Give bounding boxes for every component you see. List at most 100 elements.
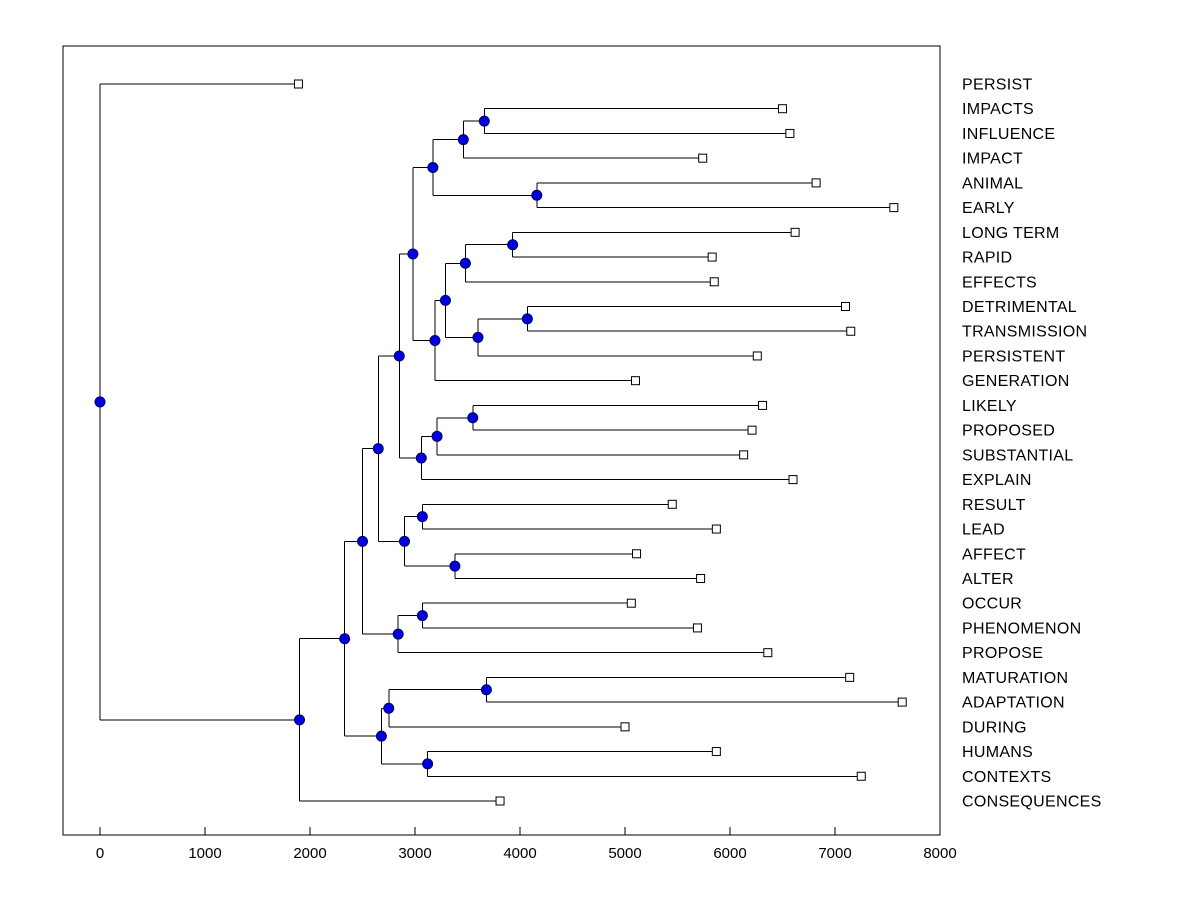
- leaf-label: PROPOSE: [962, 645, 1043, 662]
- leaf-marker: [747, 425, 757, 435]
- x-axis-tick-label: 3000: [398, 845, 431, 862]
- x-axis-tick-label: 4000: [503, 845, 536, 862]
- leaf-marker: [707, 252, 717, 262]
- internal-node-marker: [357, 535, 368, 547]
- internal-node-marker: [472, 331, 484, 343]
- leaf-label: INFLUENCE: [962, 126, 1055, 143]
- leaf-marker: [711, 524, 721, 534]
- internal-node-marker: [422, 758, 434, 770]
- internal-node-marker: [449, 560, 461, 572]
- leaf-marker: [709, 277, 719, 287]
- internal-node-marker: [507, 239, 519, 251]
- leaf-label: LONG TERM: [962, 225, 1060, 242]
- internal-node-marker: [383, 702, 395, 714]
- leaf-marker: [758, 400, 768, 410]
- leaf-marker: [293, 79, 303, 89]
- leaf-marker: [739, 450, 749, 460]
- leaf-marker: [811, 178, 821, 188]
- leaf-label: CONTEXTS: [962, 769, 1052, 786]
- x-axis-tick-label: 0: [96, 845, 104, 862]
- leaf-label: RESULT: [962, 497, 1026, 514]
- leaf-marker: [889, 203, 899, 213]
- internal-node-marker: [429, 335, 441, 347]
- leaf-marker: [785, 128, 795, 138]
- leaf-marker: [778, 104, 787, 114]
- leaf-marker: [632, 549, 642, 559]
- internal-node-marker: [416, 511, 428, 523]
- leaf-label: ANIMAL: [962, 175, 1023, 192]
- leaf-label: EFFECTS: [962, 274, 1037, 291]
- leaf-label: PERSISTENT: [962, 348, 1065, 365]
- leaf-label: PROPOSED: [962, 423, 1055, 440]
- internal-node-marker: [478, 115, 490, 127]
- internal-node-marker: [399, 535, 410, 547]
- leaf-marker: [631, 376, 640, 386]
- leaf-marker: [841, 302, 850, 312]
- leaf-marker: [692, 623, 702, 633]
- x-axis-tick-label: 1000: [188, 845, 221, 862]
- internal-node-marker: [427, 161, 439, 173]
- leaf-marker: [698, 153, 708, 163]
- leaf-marker: [495, 796, 505, 806]
- leaf-marker: [897, 697, 907, 707]
- x-axis-tick-label: 7000: [818, 845, 851, 862]
- leaf-marker: [626, 598, 636, 608]
- internal-node-marker: [375, 730, 387, 742]
- leaf-label: DETRIMENTAL: [962, 299, 1077, 316]
- leaf-marker: [845, 672, 855, 682]
- x-axis-tick-label: 8000: [923, 845, 956, 862]
- leaf-label: HUMANS: [962, 744, 1033, 761]
- internal-node-marker: [467, 412, 479, 424]
- leaf-label: EXPLAIN: [962, 472, 1032, 489]
- internal-node-marker: [521, 313, 533, 325]
- internal-node-marker: [439, 294, 451, 306]
- leaf-label: LIKELY: [962, 398, 1017, 415]
- internal-node-marker: [339, 633, 351, 645]
- internal-node-marker: [294, 714, 305, 726]
- internal-node-marker: [94, 396, 106, 408]
- leaf-label: IMPACT: [962, 151, 1023, 168]
- leaf-marker: [696, 573, 706, 583]
- leaf-label: SUBSTANTIAL: [962, 447, 1073, 464]
- internal-node-marker: [431, 430, 443, 442]
- leaf-label: EARLY: [962, 200, 1015, 217]
- internal-node-marker: [407, 248, 419, 260]
- x-axis-tick-label: 2000: [293, 845, 326, 862]
- x-axis-tick-label: 5000: [608, 845, 641, 862]
- leaf-label: DURING: [962, 719, 1027, 736]
- leaf-label: LEAD: [962, 522, 1005, 539]
- leaf-label: MATURATION: [962, 670, 1068, 687]
- leaf-label: CONSEQUENCES: [962, 794, 1102, 811]
- leaf-label: OCCUR: [962, 596, 1022, 613]
- leaf-label: ADAPTATION: [962, 695, 1065, 712]
- leaf-label: PERSIST: [962, 77, 1033, 94]
- leaf-marker: [711, 747, 721, 757]
- leaf-label: IMPACTS: [962, 101, 1034, 118]
- internal-node-marker: [415, 452, 427, 464]
- leaf-label: AFFECT: [962, 546, 1026, 563]
- x-axis-tick-label: 6000: [713, 845, 746, 862]
- internal-node-marker: [416, 610, 428, 622]
- internal-node-marker: [392, 628, 404, 640]
- internal-node-marker: [457, 134, 469, 146]
- leaf-marker: [752, 351, 762, 361]
- leaf-label: GENERATION: [962, 373, 1070, 390]
- leaf-label: PHENOMENON: [962, 620, 1081, 637]
- internal-node-marker: [480, 684, 492, 696]
- leaf-marker: [620, 722, 630, 732]
- plot-box: [62, 45, 941, 836]
- internal-node-marker: [393, 350, 405, 362]
- leaf-marker: [846, 326, 856, 336]
- internal-node-marker: [372, 443, 384, 455]
- leaf-label: ALTER: [962, 571, 1014, 588]
- leaf-marker: [856, 771, 866, 781]
- internal-node-marker: [459, 257, 471, 269]
- leaf-label: RAPID: [962, 250, 1012, 267]
- leaf-marker: [788, 475, 798, 485]
- leaf-label: TRANSMISSION: [962, 324, 1087, 341]
- leaf-marker: [667, 499, 677, 509]
- leaf-marker: [790, 227, 800, 237]
- leaf-marker: [763, 648, 773, 658]
